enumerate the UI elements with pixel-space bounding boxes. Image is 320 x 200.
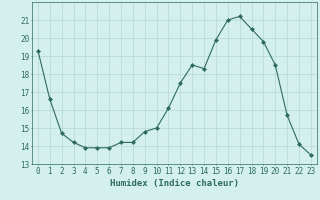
X-axis label: Humidex (Indice chaleur): Humidex (Indice chaleur) — [110, 179, 239, 188]
